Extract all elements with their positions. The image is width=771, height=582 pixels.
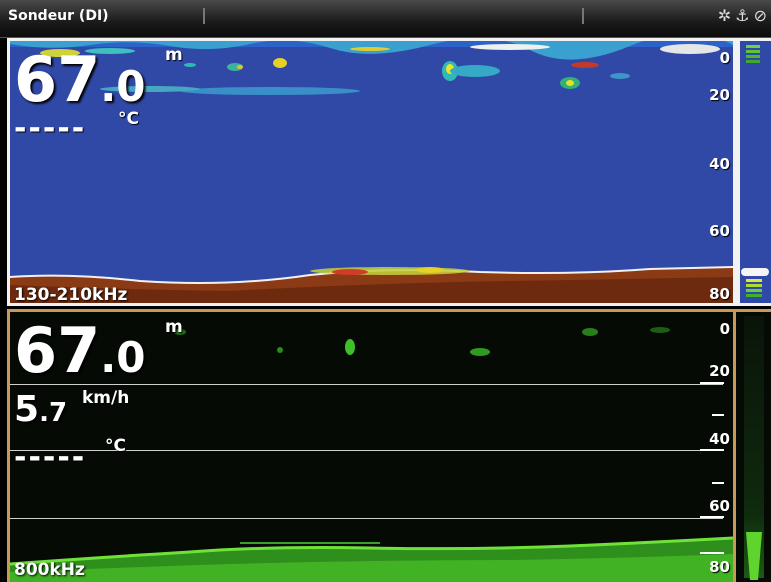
- depth-tick-80: 80: [709, 558, 730, 576]
- title-divider: [582, 8, 584, 24]
- sonar-panel-di: 67.0 m ----- °C 0 20 40 60 80 130-210kHz: [7, 38, 771, 306]
- depth-decimal: .0: [100, 333, 146, 382]
- speed-decimal: .7: [39, 398, 68, 428]
- depth-readout: 67.0: [14, 49, 145, 111]
- sonar-view-bottom[interactable]: 67.0 m 5.7 km/h ----- °C 0 20 40 60 80 8…: [10, 312, 733, 582]
- depth-tick-80: 80: [709, 285, 730, 303]
- depth-tick-60: 60: [709, 497, 730, 515]
- scale-mark: [700, 552, 724, 554]
- frequency-label: 130-210kHz: [14, 285, 128, 303]
- scale-mark: [700, 382, 724, 384]
- grid-line-40: [10, 450, 723, 451]
- frequency-label: 800kHz: [14, 560, 85, 580]
- depth-tick-20: 20: [709, 362, 730, 380]
- depth-readout-800: 67.0: [14, 320, 145, 382]
- grid-line-20: [10, 384, 723, 385]
- speed-readout: 5.7: [14, 392, 67, 428]
- bottom-echo-800: [10, 536, 733, 582]
- depth-tick-0: 0: [719, 49, 730, 67]
- satellite-icon[interactable]: ✲: [717, 6, 732, 25]
- compass-icon[interactable]: ⊘: [753, 6, 767, 25]
- depth-integer: 67: [14, 43, 101, 116]
- temperature-value: -----: [14, 111, 87, 146]
- bottom-echo: [10, 266, 733, 303]
- scale-mark: [712, 414, 724, 416]
- depth-tick-0: 0: [719, 320, 730, 338]
- status-icons: ✲ ⚓ ⊘: [718, 6, 767, 26]
- scale-mark: [700, 449, 724, 451]
- sonar-echo-display-800: [10, 327, 733, 582]
- anchor-icon[interactable]: ⚓: [735, 6, 750, 25]
- scale-mark: [712, 482, 724, 484]
- sonar-view-top[interactable]: 67.0 m ----- °C 0 20 40 60 80 130-210kHz: [10, 41, 733, 303]
- temperature-unit: °C: [105, 436, 126, 456]
- temperature-unit: °C: [118, 109, 139, 129]
- title-bar: Sondeur (DI) ✲ ⚓ ⊘: [0, 0, 771, 38]
- fish-echoes-800: [174, 327, 670, 356]
- sonar-echo-display: [10, 41, 733, 303]
- temperature-value: -----: [14, 440, 87, 475]
- depth-tick-40: 40: [709, 430, 730, 448]
- speed-unit: km/h: [82, 388, 130, 408]
- depth-tick-60: 60: [709, 222, 730, 240]
- depth-integer: 67: [14, 314, 101, 387]
- title-divider: [203, 8, 205, 24]
- speed-integer: 5: [14, 389, 40, 430]
- depth-tick-40: 40: [709, 155, 730, 173]
- sonar-panel-800khz: 67.0 m 5.7 km/h ----- °C 0 20 40 60 80 8…: [7, 309, 771, 582]
- depth-unit: m: [165, 317, 183, 337]
- scale-mark: [700, 516, 724, 518]
- depth-tick-20: 20: [709, 86, 730, 104]
- amplitude-scale: [738, 41, 771, 303]
- depth-decimal: .0: [100, 62, 146, 111]
- depth-unit: m: [165, 45, 183, 65]
- grid-line-60: [10, 518, 723, 519]
- amplitude-scale-800: [736, 312, 771, 582]
- window-title: Sondeur (DI): [8, 8, 109, 24]
- fish-echoes: [40, 44, 720, 95]
